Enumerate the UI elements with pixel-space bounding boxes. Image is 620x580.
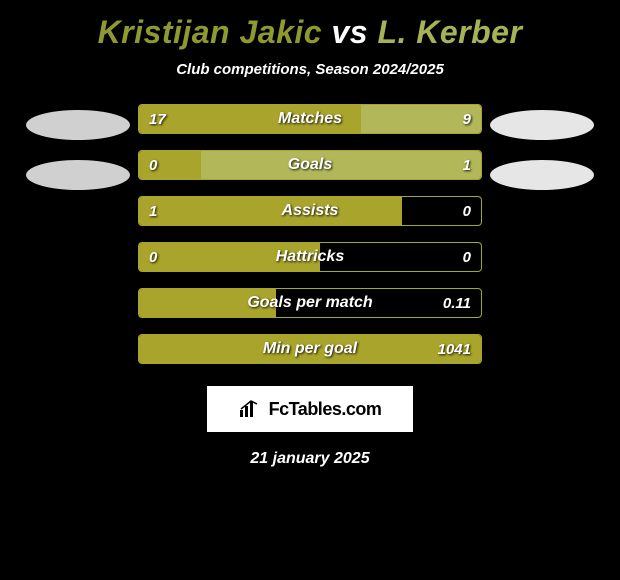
bar-fill-left [139,289,276,317]
stat-value-right: 1041 [438,335,471,363]
stat-value-right: 9 [463,105,471,133]
player2-avatar [490,110,594,140]
stat-row: 0.11Goals per match [138,288,482,318]
bar-fill-left [139,335,481,363]
stat-value-right: 1 [463,151,471,179]
brand-badge[interactable]: FcTables.com [207,386,413,432]
date-text: 21 january 2025 [250,450,369,468]
stat-value-left: 1 [149,197,157,225]
stat-value-right: 0 [463,243,471,271]
bar-fill-left [139,197,402,225]
player1-avatar-col [18,104,138,210]
player1-name: Kristijan Jakic [98,14,323,50]
subtitle: Club competitions, Season 2024/2025 [176,61,444,78]
player2-name: L. Kerber [377,14,522,50]
stat-row: 10Assists [138,196,482,226]
comparison-title: Kristijan Jakic vs L. Kerber [98,14,523,51]
stat-value-right: 0 [463,197,471,225]
stat-row: 01Goals [138,150,482,180]
stat-row: 1041Min per goal [138,334,482,364]
bar-fill-right [201,151,481,179]
stat-row: 179Matches [138,104,482,134]
vs-text: vs [331,14,368,50]
stat-bars: 179Matches01Goals10Assists00Hattricks0.1… [138,104,482,364]
root: Kristijan Jakic vs L. Kerber Club compet… [0,0,620,478]
chart-area: 179Matches01Goals10Assists00Hattricks0.1… [0,104,620,364]
brand-text: FcTables.com [269,399,382,420]
stat-value-right: 0.11 [443,289,471,317]
stat-value-left: 17 [149,105,166,133]
bar-fill-left [139,105,361,133]
player2-avatar-col [482,104,602,210]
player2-avatar-secondary [490,160,594,190]
player1-avatar-secondary [26,160,130,190]
brand-logo-icon [239,400,261,418]
stat-row: 00Hattricks [138,242,482,272]
player1-avatar [26,110,130,140]
stat-value-left: 0 [149,151,157,179]
bar-fill-left [139,243,320,271]
stat-value-left: 0 [149,243,157,271]
